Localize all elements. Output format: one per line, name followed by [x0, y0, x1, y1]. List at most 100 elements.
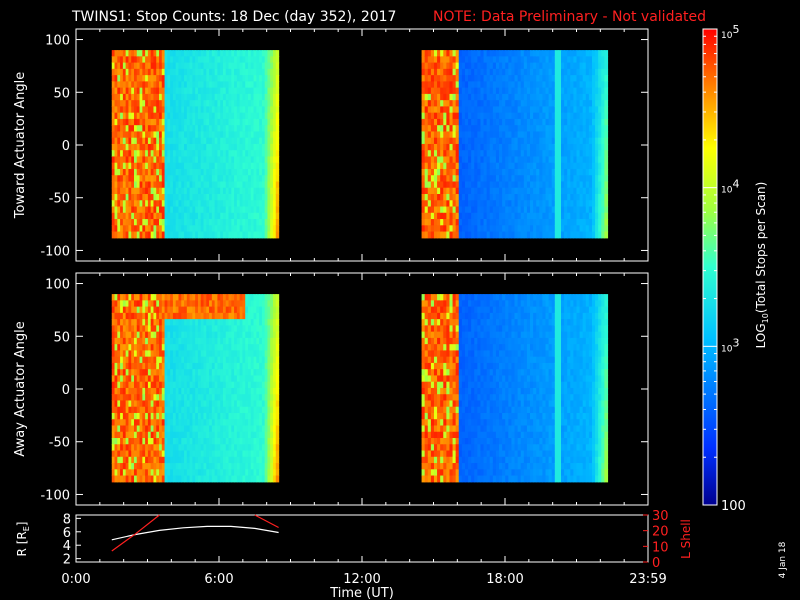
heatmap-cell	[253, 187, 257, 195]
heatmap-cell	[267, 175, 271, 183]
heatmap-cell	[430, 87, 435, 95]
heatmap-cell	[270, 50, 274, 57]
heatmap-cell	[231, 319, 235, 326]
heatmap-cell	[156, 337, 160, 345]
heatmap-cell	[499, 125, 503, 133]
heatmap-cell	[239, 168, 244, 176]
heatmap-cell	[231, 150, 235, 158]
heatmap-cell	[150, 475, 155, 483]
heatmap-cell	[421, 93, 426, 101]
heatmap-cell	[427, 93, 432, 101]
heatmap-cell	[147, 394, 152, 402]
heatmap-cell	[499, 206, 503, 214]
heatmap-cell	[181, 137, 185, 145]
heatmap-cell	[557, 162, 562, 170]
heatmap-cell	[598, 156, 602, 164]
heatmap-cell	[161, 356, 166, 364]
heatmap-cell	[598, 181, 602, 189]
heatmap-cell	[228, 62, 232, 70]
heatmap-cell	[264, 118, 269, 126]
heatmap-cell	[582, 75, 587, 82]
heatmap-cell	[480, 143, 485, 151]
heatmap-cell	[128, 387, 132, 395]
heatmap-cell	[539, 143, 544, 151]
heatmap-cell	[206, 438, 210, 445]
heatmap-cell	[147, 375, 152, 383]
heatmap-cell	[483, 118, 488, 126]
heatmap-cell	[464, 50, 469, 57]
heatmap-cell	[495, 131, 500, 139]
heatmap-cell	[582, 181, 587, 189]
heatmap-cell	[225, 206, 230, 214]
heatmap-cell	[228, 337, 232, 345]
heatmap-cell	[164, 425, 168, 433]
heatmap-cell	[499, 156, 503, 164]
heatmap-cell	[164, 219, 168, 226]
heatmap-cell	[433, 81, 438, 89]
heatmap-cell	[245, 93, 249, 101]
heatmap-cell	[499, 225, 503, 233]
heatmap-cell	[136, 175, 141, 183]
heatmap-cell	[211, 400, 216, 408]
heatmap-cell	[172, 431, 177, 439]
heatmap-cell	[159, 475, 163, 483]
heatmap-cell	[197, 143, 202, 151]
heatmap-cell	[189, 325, 193, 333]
heatmap-cell	[167, 412, 171, 420]
heatmap-cell	[125, 344, 130, 352]
heatmap-cell	[267, 75, 271, 82]
heatmap-cell	[186, 100, 191, 108]
heatmap-cell	[136, 425, 141, 433]
heatmap-cell	[499, 106, 503, 114]
heatmap-cell	[421, 143, 426, 151]
heatmap-cell	[178, 194, 182, 201]
heatmap-cell	[570, 131, 574, 139]
heatmap-cell	[256, 75, 260, 82]
heatmap-cell	[122, 118, 127, 126]
heatmap-cell	[259, 168, 263, 176]
heatmap-cell	[136, 469, 141, 477]
heatmap-cell	[421, 156, 426, 164]
heatmap-cell	[217, 463, 221, 470]
heatmap-cell	[489, 125, 494, 133]
heatmap-cell	[172, 118, 177, 126]
heatmap-cell	[520, 187, 525, 195]
heatmap-cell	[427, 150, 432, 158]
heatmap-cell	[551, 187, 556, 195]
heatmap-cell	[220, 181, 224, 189]
heatmap-cell	[153, 206, 157, 214]
heatmap-cell	[273, 212, 277, 220]
heatmap-cell	[139, 431, 143, 439]
heatmap-cell	[111, 319, 116, 326]
heatmap-cell	[142, 212, 146, 220]
heatmap-cell	[567, 162, 571, 170]
heatmap-cell	[172, 219, 177, 226]
heatmap-cell	[131, 444, 135, 452]
heatmap-cell	[273, 137, 277, 145]
heatmap-cell	[136, 319, 141, 326]
heatmap-cell	[523, 137, 528, 145]
heatmap-cell	[111, 381, 116, 389]
heatmap-cell	[131, 206, 135, 214]
heatmap-cell	[526, 106, 531, 114]
heatmap-cell	[259, 194, 263, 201]
heatmap-cell	[253, 181, 257, 189]
heatmap-cell	[557, 112, 562, 120]
heatmap-cell	[125, 319, 130, 326]
heatmap-cell	[508, 62, 513, 70]
heatmap-cell	[270, 231, 274, 239]
heatmap-cell	[601, 225, 605, 233]
heatmap-cell	[153, 137, 157, 145]
heatmap-cell	[225, 369, 230, 377]
heatmap-cell	[225, 150, 230, 158]
heatmap-cell	[209, 356, 213, 364]
heatmap-cell	[443, 219, 447, 226]
heatmap-cell	[203, 362, 207, 370]
heatmap-cell	[120, 162, 124, 170]
heatmap-cell	[259, 87, 263, 95]
heatmap-cell	[474, 93, 478, 101]
heatmap-cell	[225, 93, 230, 101]
heatmap-cell	[464, 212, 469, 220]
heatmap-cell	[530, 62, 534, 70]
heatmap-cell	[480, 93, 485, 101]
